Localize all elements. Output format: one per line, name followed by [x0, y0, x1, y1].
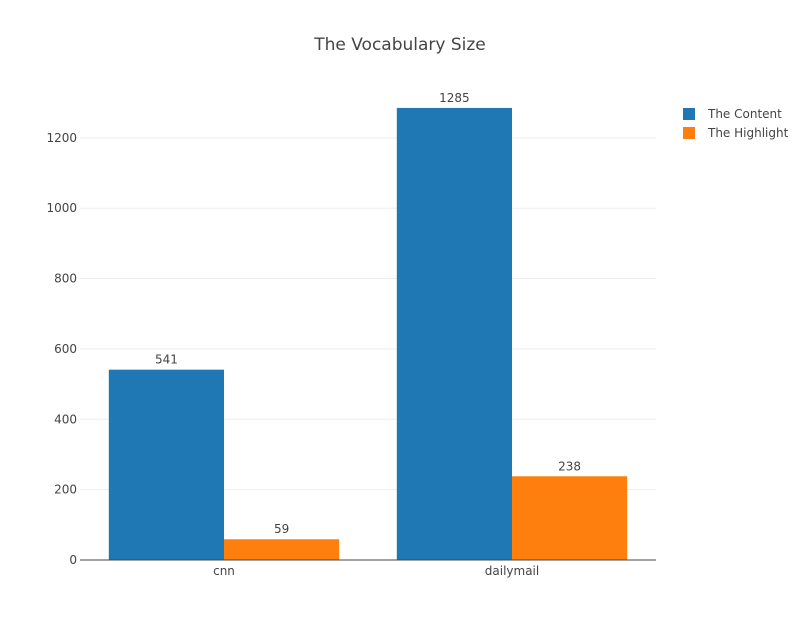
x-axis: cnn dailymail [80, 559, 656, 578]
bar-dailymail-0[interactable] [396, 107, 512, 561]
y-tick-label: 600 [54, 342, 77, 356]
y-tick-label: 0 [69, 553, 77, 567]
data-label: 541 [155, 353, 178, 367]
y-tick-label: 400 [54, 412, 77, 426]
legend[interactable]: The Content The Highlight [683, 107, 789, 140]
data-label: 1285 [439, 91, 470, 105]
data-labels: 541 59 1285 238 [155, 91, 581, 536]
legend-label[interactable]: The Highlight [707, 126, 789, 140]
bar-dailymail-1[interactable] [512, 476, 628, 560]
y-tick-label: 200 [54, 483, 77, 497]
bar-cnn-1[interactable] [224, 539, 340, 560]
bars [108, 107, 628, 561]
y-tick-label: 1200 [46, 131, 77, 145]
legend-label[interactable]: The Content [707, 107, 782, 121]
bar-cnn-0[interactable] [108, 369, 224, 560]
chart-title: The Vocabulary Size [313, 35, 486, 55]
x-tick-label: dailymail [485, 564, 539, 578]
y-axis: 0 200 400 600 800 1000 1200 [46, 131, 77, 567]
y-tick-label: 1000 [46, 201, 77, 215]
data-label: 59 [274, 522, 289, 536]
data-label: 238 [558, 459, 581, 473]
x-tick-label: cnn [213, 564, 235, 578]
y-tick-label: 800 [54, 272, 77, 286]
legend-swatch[interactable] [683, 108, 695, 120]
legend-swatch[interactable] [683, 127, 695, 139]
